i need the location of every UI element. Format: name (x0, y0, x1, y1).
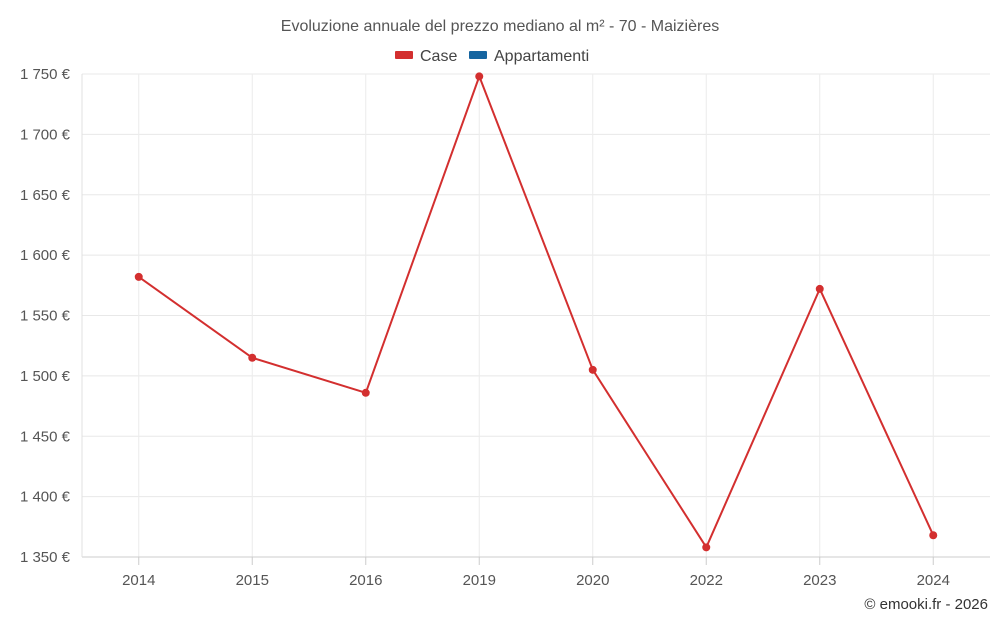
y-tick-label: 1 450 € (20, 428, 71, 445)
legend-label-appartamenti: Appartamenti (494, 48, 589, 65)
series-case (134, 72, 938, 552)
legend-item-appartamenti[interactable]: Appartamenti (469, 48, 589, 65)
x-tick-label: 2016 (349, 572, 382, 589)
x-tick-label: 2023 (803, 572, 836, 589)
data-point[interactable] (588, 365, 597, 374)
x-tick-label: 2022 (690, 572, 723, 589)
y-tick-label: 1 550 € (20, 308, 71, 325)
data-point[interactable] (361, 388, 370, 397)
x-tick-label: 2024 (917, 572, 950, 589)
data-point[interactable] (702, 543, 711, 552)
y-tick-label: 1 350 € (20, 549, 71, 566)
data-point[interactable] (815, 284, 824, 293)
y-tick-label: 1 700 € (20, 126, 71, 143)
x-tick-label: 2014 (122, 572, 155, 589)
credit-text: © emooki.fr - 2026 (864, 596, 988, 613)
legend-swatch-case (395, 51, 413, 59)
legend-item-case[interactable]: Case (395, 48, 457, 65)
legend: Case Appartamenti (395, 48, 589, 65)
y-tick-label: 1 650 € (20, 187, 71, 204)
data-point[interactable] (929, 531, 938, 540)
x-tick-label: 2020 (576, 572, 609, 589)
series-line (138, 75, 935, 549)
x-axis-labels: 2014 2015 2016 2019 2020 2022 2023 2024 (122, 572, 950, 589)
x-tick-label: 2015 (236, 572, 269, 589)
data-point[interactable] (475, 72, 484, 81)
legend-swatch-appartamenti (469, 51, 487, 59)
data-point[interactable] (248, 353, 257, 362)
y-tick-label: 1 750 € (20, 66, 71, 83)
y-tick-label: 1 400 € (20, 489, 71, 506)
chart-title: Evoluzione annuale del prezzo mediano al… (281, 18, 719, 35)
data-point[interactable] (134, 272, 143, 281)
legend-label-case: Case (420, 48, 457, 65)
y-gridlines (82, 73, 990, 558)
x-tick-label: 2019 (463, 572, 496, 589)
axes (81, 74, 990, 558)
y-tick-label: 1 500 € (20, 368, 71, 385)
y-axis-labels: 1 350 € 1 400 € 1 450 € 1 500 € 1 550 € 1 600… (20, 66, 71, 566)
x-gridlines (138, 74, 934, 565)
y-tick-label: 1 600 € (20, 247, 71, 264)
